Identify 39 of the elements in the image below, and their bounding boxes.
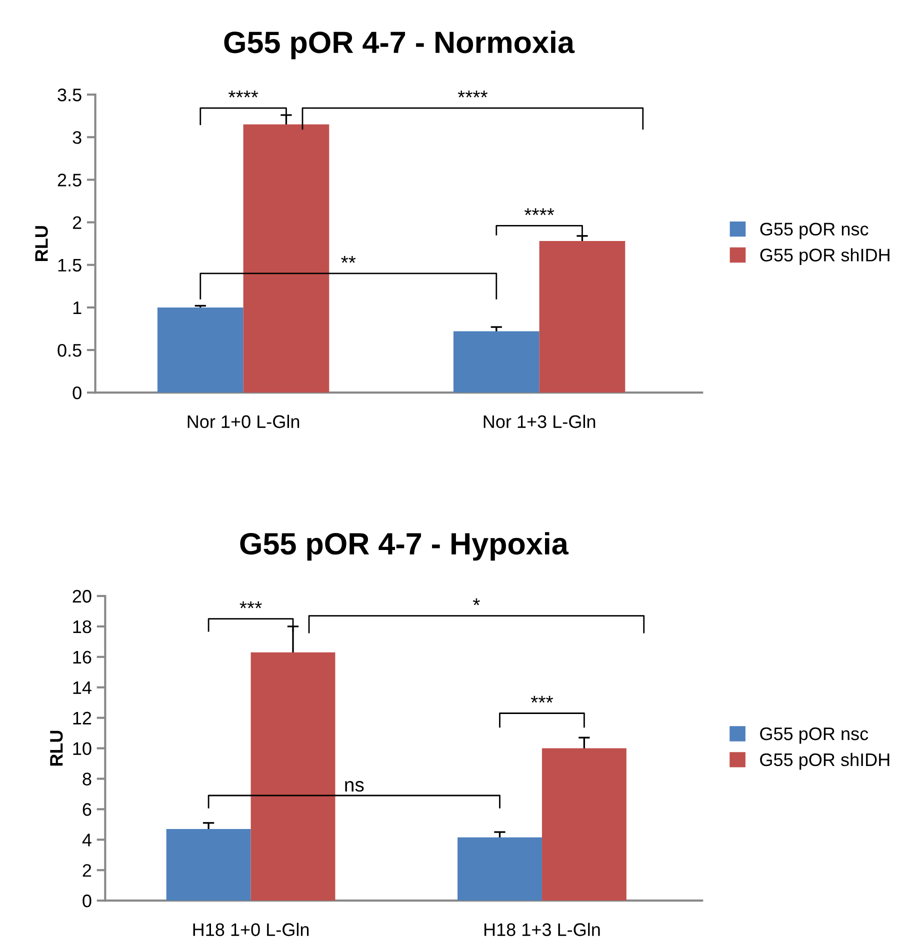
annotation: ns: [345, 781, 364, 792]
y-tick-label: 8: [82, 772, 92, 786]
chart-title: G55 pOR 4-7 - Normoxia: [224, 30, 575, 60]
y-axis-title: RLU: [50, 730, 63, 766]
y-tick-label: 3.5: [58, 88, 82, 102]
y-tick-label: 4: [82, 834, 92, 846]
annotation: ****: [228, 90, 258, 98]
x-tick-label: Nor 1+3 L-Gln: [484, 414, 596, 428]
y-tick-label: 0.5: [58, 344, 82, 357]
legend-label: G55 pOR shIDH: [760, 248, 890, 266]
y-tick-label: 2: [72, 216, 82, 229]
legend-label: G55 pOR nsc: [760, 222, 868, 240]
annotation: *: [472, 598, 480, 606]
y-tick-label: 6: [82, 803, 92, 816]
y-tick-label: 3: [72, 131, 82, 144]
y-tick-label: 12: [73, 712, 92, 724]
annotation: ****: [524, 208, 554, 216]
x-tick-label: Nor 1+0 L-Gln: [188, 414, 300, 428]
annotation: ***: [530, 696, 554, 703]
annotation: ****: [458, 90, 488, 98]
annotation: **: [341, 256, 356, 263]
legend-label: G55 pOR nsc: [760, 727, 868, 744]
y-tick-label: 2: [82, 864, 92, 877]
chart-title: G55 pOR 4-7 - Hypoxia: [240, 532, 569, 561]
y-tick-label: 10: [73, 742, 92, 756]
x-tick-label: H18 1+0 L-Gln: [193, 922, 309, 936]
y-axis-title: RLU: [35, 226, 48, 261]
annotation: ***: [240, 601, 262, 608]
y-tick-label: 1.5: [58, 259, 82, 272]
y-tick-label: 14: [73, 681, 92, 694]
y-tick-label: 2.5: [58, 174, 82, 186]
y-tick-label: 1: [73, 302, 82, 314]
legend-label: G55 pOR shIDH: [760, 752, 890, 770]
y-tick-label: 0: [72, 386, 82, 400]
x-tick-label: H18 1+3 L-Gln: [484, 922, 600, 936]
y-tick-label: 18: [73, 620, 92, 634]
y-tick-label: 0: [82, 894, 92, 908]
y-tick-label: 16: [73, 650, 92, 664]
y-tick-label: 20: [72, 590, 92, 603]
